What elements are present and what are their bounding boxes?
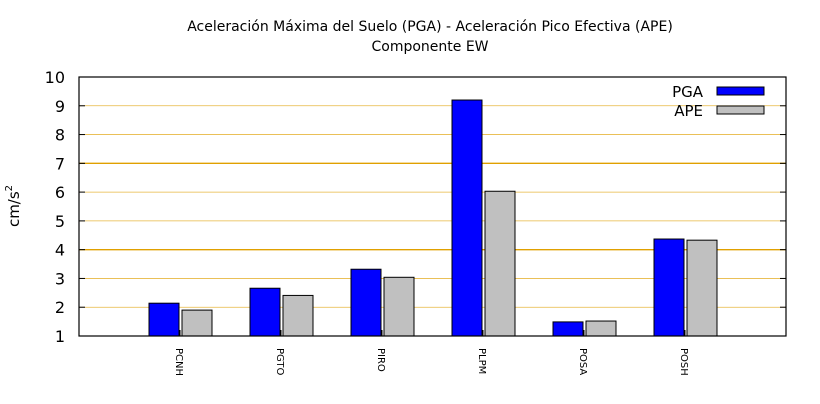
y-tick-label: 5 [55,212,65,231]
bar-ape-pcnh [181,309,213,337]
y-tick-label: 3 [55,269,65,288]
chart-title: Aceleración Máxima del Suelo (PGA) - Ace… [187,19,673,35]
gridlines [79,105,786,308]
y-axis-label-superscript: 2 [4,185,15,191]
bar-pga-pgto [249,287,281,337]
plot-border [78,76,787,337]
y-tick-label: 7 [55,154,65,173]
legend-swatch-pga [716,86,765,96]
bar-pga-posa [552,321,584,337]
bars [148,99,718,337]
x-tick-label: PCNH [173,348,184,376]
chart-subtitle: Componente EW [371,39,488,55]
legend-label-pga: PGA [672,83,704,101]
bar-ape-piro [383,276,415,337]
y-tick-label: 8 [55,126,65,145]
bar-pga-plpm [451,99,483,337]
y-tick-label: 4 [55,241,65,260]
x-tick-label: POSA [577,348,588,375]
x-tick-label: PGTO [274,348,285,376]
y-tick-label: 2 [55,298,65,317]
bar-ape-pgto [282,294,314,337]
x-tick-label: POSH [678,348,689,376]
y-tick-label: 6 [55,183,65,202]
y-tick-label: 9 [55,97,65,116]
x-tick-label: PIRO [375,348,386,372]
bar-pga-piro [350,268,382,337]
bar-pga-pcnh [148,302,180,337]
bar-pga-posh [653,238,685,337]
y-axis-label: cm/s2 [4,185,23,227]
y-tick-label: 10 [45,68,65,87]
y-axis-ticks: 1 2 3 4 5 6 7 8 9 10 [45,68,786,346]
legend-swatch-ape [716,105,765,115]
bar-ape-plpm [484,190,516,337]
x-tick-label: PLPM [476,348,487,374]
y-axis-label-text: cm/s [5,191,23,227]
y-tick-label: 1 [55,327,65,346]
bar-ape-posa [585,320,617,337]
legend-label-ape: APE [674,102,703,120]
x-axis-ticks: PCNH PGTO PIRO PLPM POSA POSH [173,330,689,376]
bar-ape-posh [686,239,718,337]
